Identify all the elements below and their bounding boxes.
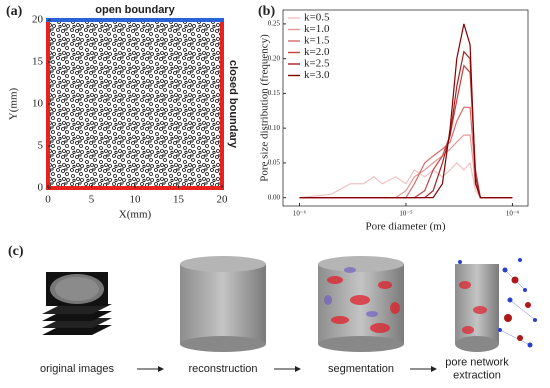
legend-label: k=3.0: [304, 69, 330, 81]
stage-label: reconstruction: [188, 363, 257, 375]
y-tick-label: 5: [38, 140, 44, 152]
legend-label: k=2.0: [304, 46, 330, 58]
y-tick-label: 0.10: [268, 124, 281, 132]
series-line: [299, 64, 513, 199]
annotation: closed boundary: [227, 60, 239, 149]
x-tick-label: 10⁻⁴: [506, 210, 520, 218]
y-tick-label: 10: [32, 98, 44, 110]
panel-label: (c): [8, 244, 24, 259]
panel-a: (a) open boundary closed boundary 0 5 10 15 20 0…: [6, 4, 239, 221]
series-line: [299, 161, 513, 199]
legend-label: k=1.0: [304, 23, 330, 35]
x-tick-label: 15: [173, 194, 185, 206]
x-axis-title: Pore diameter (m): [365, 221, 445, 233]
y-tick-label: 0.00: [268, 193, 281, 201]
y-tick-label: 0: [38, 182, 44, 194]
x-tick-label: 20: [217, 194, 229, 206]
y-tick-label: 0.05: [268, 159, 281, 167]
series-line: [299, 50, 513, 199]
y-tick-label: 0.20: [268, 54, 281, 62]
y-tick-label: 0.25: [268, 20, 281, 28]
x-tick-label: 5: [89, 194, 95, 206]
y-axis-title: Y(mm): [8, 87, 20, 120]
image-stack: [42, 272, 112, 335]
stage-label: extraction: [453, 369, 501, 381]
legend-label: k=0.5: [304, 12, 330, 24]
stage-label: original images: [40, 363, 114, 375]
annotation: open boundary: [95, 4, 175, 16]
x-tick-label: 10⁻⁵: [399, 210, 413, 218]
stage-label: pore network: [445, 356, 509, 368]
series-line: [299, 23, 513, 199]
x-axis-title: X(mm): [119, 209, 152, 221]
series-line: [299, 134, 513, 199]
panel-b: (b) 10⁻⁶ 10⁻⁵ 10⁻⁴ 0.00 0.05 0.10 0.15 0.20 0.25 P…: [258, 4, 529, 233]
panel-c: (c) original images reconstruction seg: [8, 244, 537, 381]
cylinder: [180, 256, 266, 352]
x-tick-label: 10: [130, 194, 142, 206]
y-tick-label: 15: [32, 56, 44, 68]
y-tick-label: 20: [32, 14, 44, 26]
x-tick-label: 10⁻⁶: [293, 210, 307, 218]
network-cylinder: [455, 258, 537, 352]
stage-label: segmentation: [328, 363, 394, 375]
legend-label: k=1.5: [304, 35, 330, 47]
y-axis-title: Pore size distribution (frequency): [259, 34, 271, 182]
particle-field: [48, 20, 222, 188]
panel-label: (b): [258, 4, 275, 19]
y-tick-label: 0.15: [268, 89, 281, 97]
legend-label: k=2.5: [304, 58, 330, 70]
panel-label: (a): [6, 4, 23, 19]
x-tick-label: 0: [45, 194, 51, 206]
segmented-cylinder: [318, 256, 404, 352]
